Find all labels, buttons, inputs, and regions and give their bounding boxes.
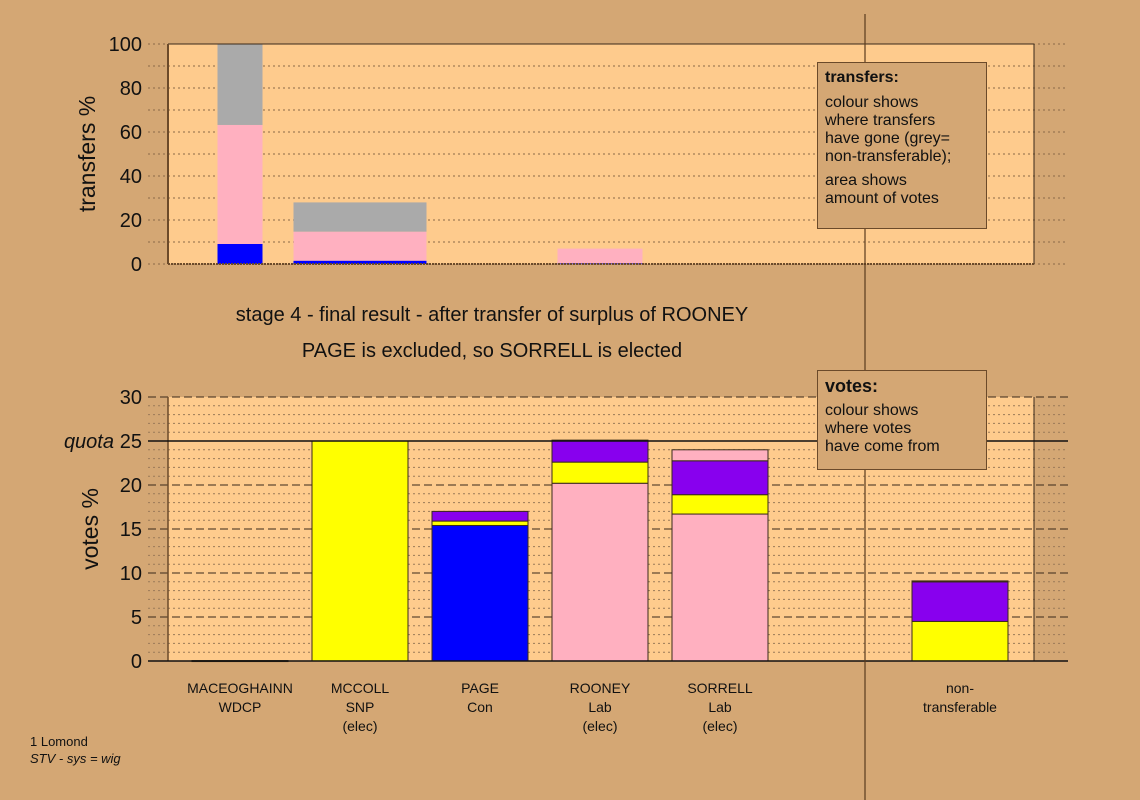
x-tick-label: MACEOGHAINN (187, 680, 293, 696)
vote-bar-segment (671, 494, 769, 515)
y-tick-label: 15 (120, 519, 142, 541)
vote-bar-segment (431, 524, 529, 662)
votes-legend: votes: colour shows where votes have com… (817, 370, 987, 470)
legend-line: amount of votes (825, 190, 939, 207)
x-tick-label: MCCOLL (331, 680, 390, 696)
stage-heading: stage 4 - final result - after transfer … (235, 304, 749, 326)
transfer-bar-segment (217, 124, 263, 244)
vote-bar-segment (671, 460, 769, 496)
x-tick-label: (elec) (702, 718, 737, 734)
legend-line: where votes (825, 420, 912, 437)
constituency-label: 1 Lomond (30, 734, 88, 749)
x-axis-labels: MACEOGHAINN WDCP MCCOLL SNP (elec) PAGE Con ROO… (187, 680, 997, 734)
vote-bar-segment (911, 580, 1009, 583)
x-tick-label: (elec) (582, 718, 617, 734)
vote-bar-segment (431, 520, 529, 526)
y-tick-label: 0 (131, 651, 142, 673)
y-tick-label: 100 (109, 34, 142, 56)
x-tick-label: WDCP (219, 699, 262, 715)
y-tick-label: 40 (120, 166, 142, 188)
result-heading: PAGE is excluded, so SORRELL is elected (301, 340, 683, 362)
legend-line: colour shows (825, 402, 919, 419)
transfer-bar-segment (217, 44, 263, 125)
vote-bar-segment (911, 581, 1009, 622)
x-tick-label: SORRELL (687, 680, 753, 696)
legend-line: non-transferable); (825, 148, 952, 165)
votes-legend-colour-text: colour shows where votes have come from (825, 402, 979, 456)
vote-bar-segment (551, 482, 649, 662)
transfers-legend-title: transfers: (825, 69, 899, 86)
y-tick-label: 0 (131, 254, 142, 276)
vote-bar-segment (551, 461, 649, 484)
y-tick-label: 60 (120, 122, 142, 144)
y-tick-label: 25 (120, 431, 142, 453)
transfers-legend-colour-text: colour shows where transfers have gone (… (825, 94, 979, 166)
x-tick-label: Con (467, 699, 493, 715)
y-tick-label: 20 (120, 475, 142, 497)
y-tick-label: 80 (120, 78, 142, 100)
votes-legend-title: votes: (825, 376, 879, 396)
transfer-bar-segment (557, 248, 643, 264)
x-tick-label: non- (946, 680, 974, 696)
vote-bar-segment (671, 513, 769, 662)
x-tick-label: Lab (588, 699, 612, 715)
x-tick-label: SNP (346, 699, 375, 715)
y-tick-label: 20 (120, 210, 142, 232)
transfers-y-axis-label: transfers % (74, 96, 100, 212)
legend-line: area shows (825, 172, 907, 189)
vote-bar-segment (431, 510, 529, 522)
x-tick-label: Lab (708, 699, 732, 715)
legend-line: where transfers (825, 112, 936, 129)
votes-y-axis-label: votes % (77, 488, 103, 570)
transfer-bar-segment (293, 202, 427, 232)
legend-line: colour shows (825, 94, 919, 111)
y-tick-label: 5 (131, 607, 142, 629)
vote-bar-segment (311, 440, 409, 662)
transfer-bar-segment (293, 260, 427, 264)
vote-bar-segment (671, 449, 769, 462)
transfer-bar-segment (293, 231, 427, 261)
vote-bar-segment (911, 620, 1009, 662)
x-tick-label: ROONEY (570, 680, 631, 696)
y-tick-label: 30 (120, 387, 142, 409)
system-label: STV - sys = wig (30, 751, 121, 766)
transfers-legend: transfers: colour shows where transfers … (817, 62, 987, 229)
legend-line: have gone (grey= (825, 130, 950, 147)
transfer-bar-segment (217, 243, 263, 264)
x-tick-label: PAGE (461, 680, 499, 696)
x-tick-label: (elec) (342, 718, 377, 734)
legend-line: have come from (825, 438, 940, 455)
x-tick-label: transferable (923, 699, 997, 715)
quota-label: quota (64, 431, 114, 453)
vote-bar-segment (551, 439, 649, 463)
y-tick-label: 10 (120, 563, 142, 585)
transfers-legend-area-text: area shows amount of votes (825, 172, 979, 208)
footer: 1 Lomond STV - sys = wig (30, 733, 121, 767)
